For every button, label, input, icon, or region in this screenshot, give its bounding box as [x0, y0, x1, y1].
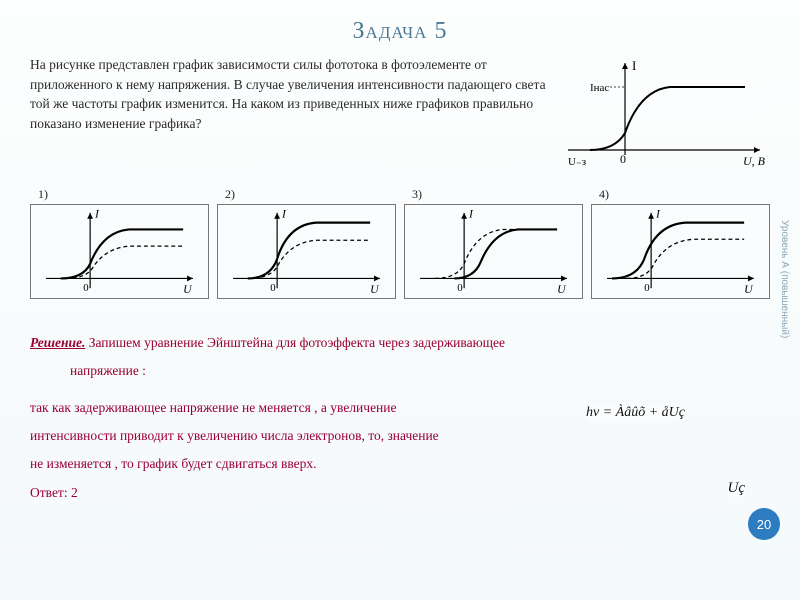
option-3: 3) I U 0: [404, 187, 583, 299]
option-num: 2): [225, 187, 396, 202]
solution-line3: интенсивности приводит к увеличению числ…: [30, 422, 770, 450]
solution-line4: не изменяется , то график будет сдвигать…: [30, 450, 770, 478]
option-2: 2) I U 0: [217, 187, 396, 299]
page-number: 20: [748, 508, 780, 540]
top-section: На рисунке представлен график зависимост…: [30, 55, 770, 175]
formula-uz: Uç: [728, 480, 746, 497]
svg-text:I: I: [655, 208, 661, 221]
option-num: 1): [38, 187, 209, 202]
formula-einstein: hν = Àâûõ + åUç: [586, 405, 685, 421]
svg-text:U: U: [183, 283, 193, 296]
svg-text:U₋з: U₋з: [568, 156, 586, 168]
option-num: 3): [412, 187, 583, 202]
sidebar-level: Уровень А (повышенный): [779, 220, 790, 338]
solution-line1b: напряжение :: [70, 357, 770, 385]
svg-text:0: 0: [620, 152, 626, 166]
svg-text:I: I: [468, 208, 474, 221]
option-1: 1) I U 0: [30, 187, 209, 299]
slide-title: Задача 5: [30, 18, 770, 45]
solution-line1: Запишем уравнение Эйнштейна для фотоэффе…: [85, 335, 505, 350]
problem-text: На рисунке представлен график зависимост…: [30, 55, 550, 175]
svg-text:I: I: [281, 208, 287, 221]
svg-text:Iнас: Iнас: [590, 82, 609, 94]
svg-text:I: I: [94, 208, 100, 221]
svg-text:U: U: [370, 283, 380, 296]
svg-text:0: 0: [83, 282, 88, 294]
svg-text:0: 0: [270, 282, 275, 294]
svg-text:0: 0: [644, 282, 649, 294]
main-diagram: I Iнас U, В U₋з 0: [560, 55, 770, 175]
svg-text:U: U: [557, 283, 567, 296]
svg-text:0: 0: [457, 282, 462, 294]
svg-text:U, В: U, В: [743, 154, 766, 168]
solution-answer: Ответ: 2: [30, 479, 770, 507]
option-4: 4) I U 0: [591, 187, 770, 299]
options-row: 1) I U 0 2): [30, 187, 770, 299]
solution-label: Решение.: [30, 335, 85, 350]
option-num: 4): [599, 187, 770, 202]
svg-text:U: U: [744, 283, 754, 296]
svg-text:I: I: [632, 58, 636, 73]
